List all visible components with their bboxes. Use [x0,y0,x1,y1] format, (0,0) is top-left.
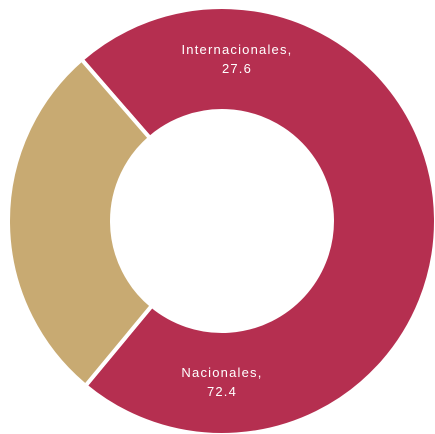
donut-slices [6,5,435,434]
label-nacionales-name: Nacionales, [181,365,262,380]
label-internacionales-value: 27.6 [222,61,252,76]
slice-nacionales [78,5,435,434]
slice-labels: Nacionales, 72.4 Internacionales, 27.6 [181,42,293,399]
slice-internacionales [6,56,155,389]
label-nacionales-value: 72.4 [207,384,237,399]
label-internacionales-name: Internacionales, [182,42,293,57]
